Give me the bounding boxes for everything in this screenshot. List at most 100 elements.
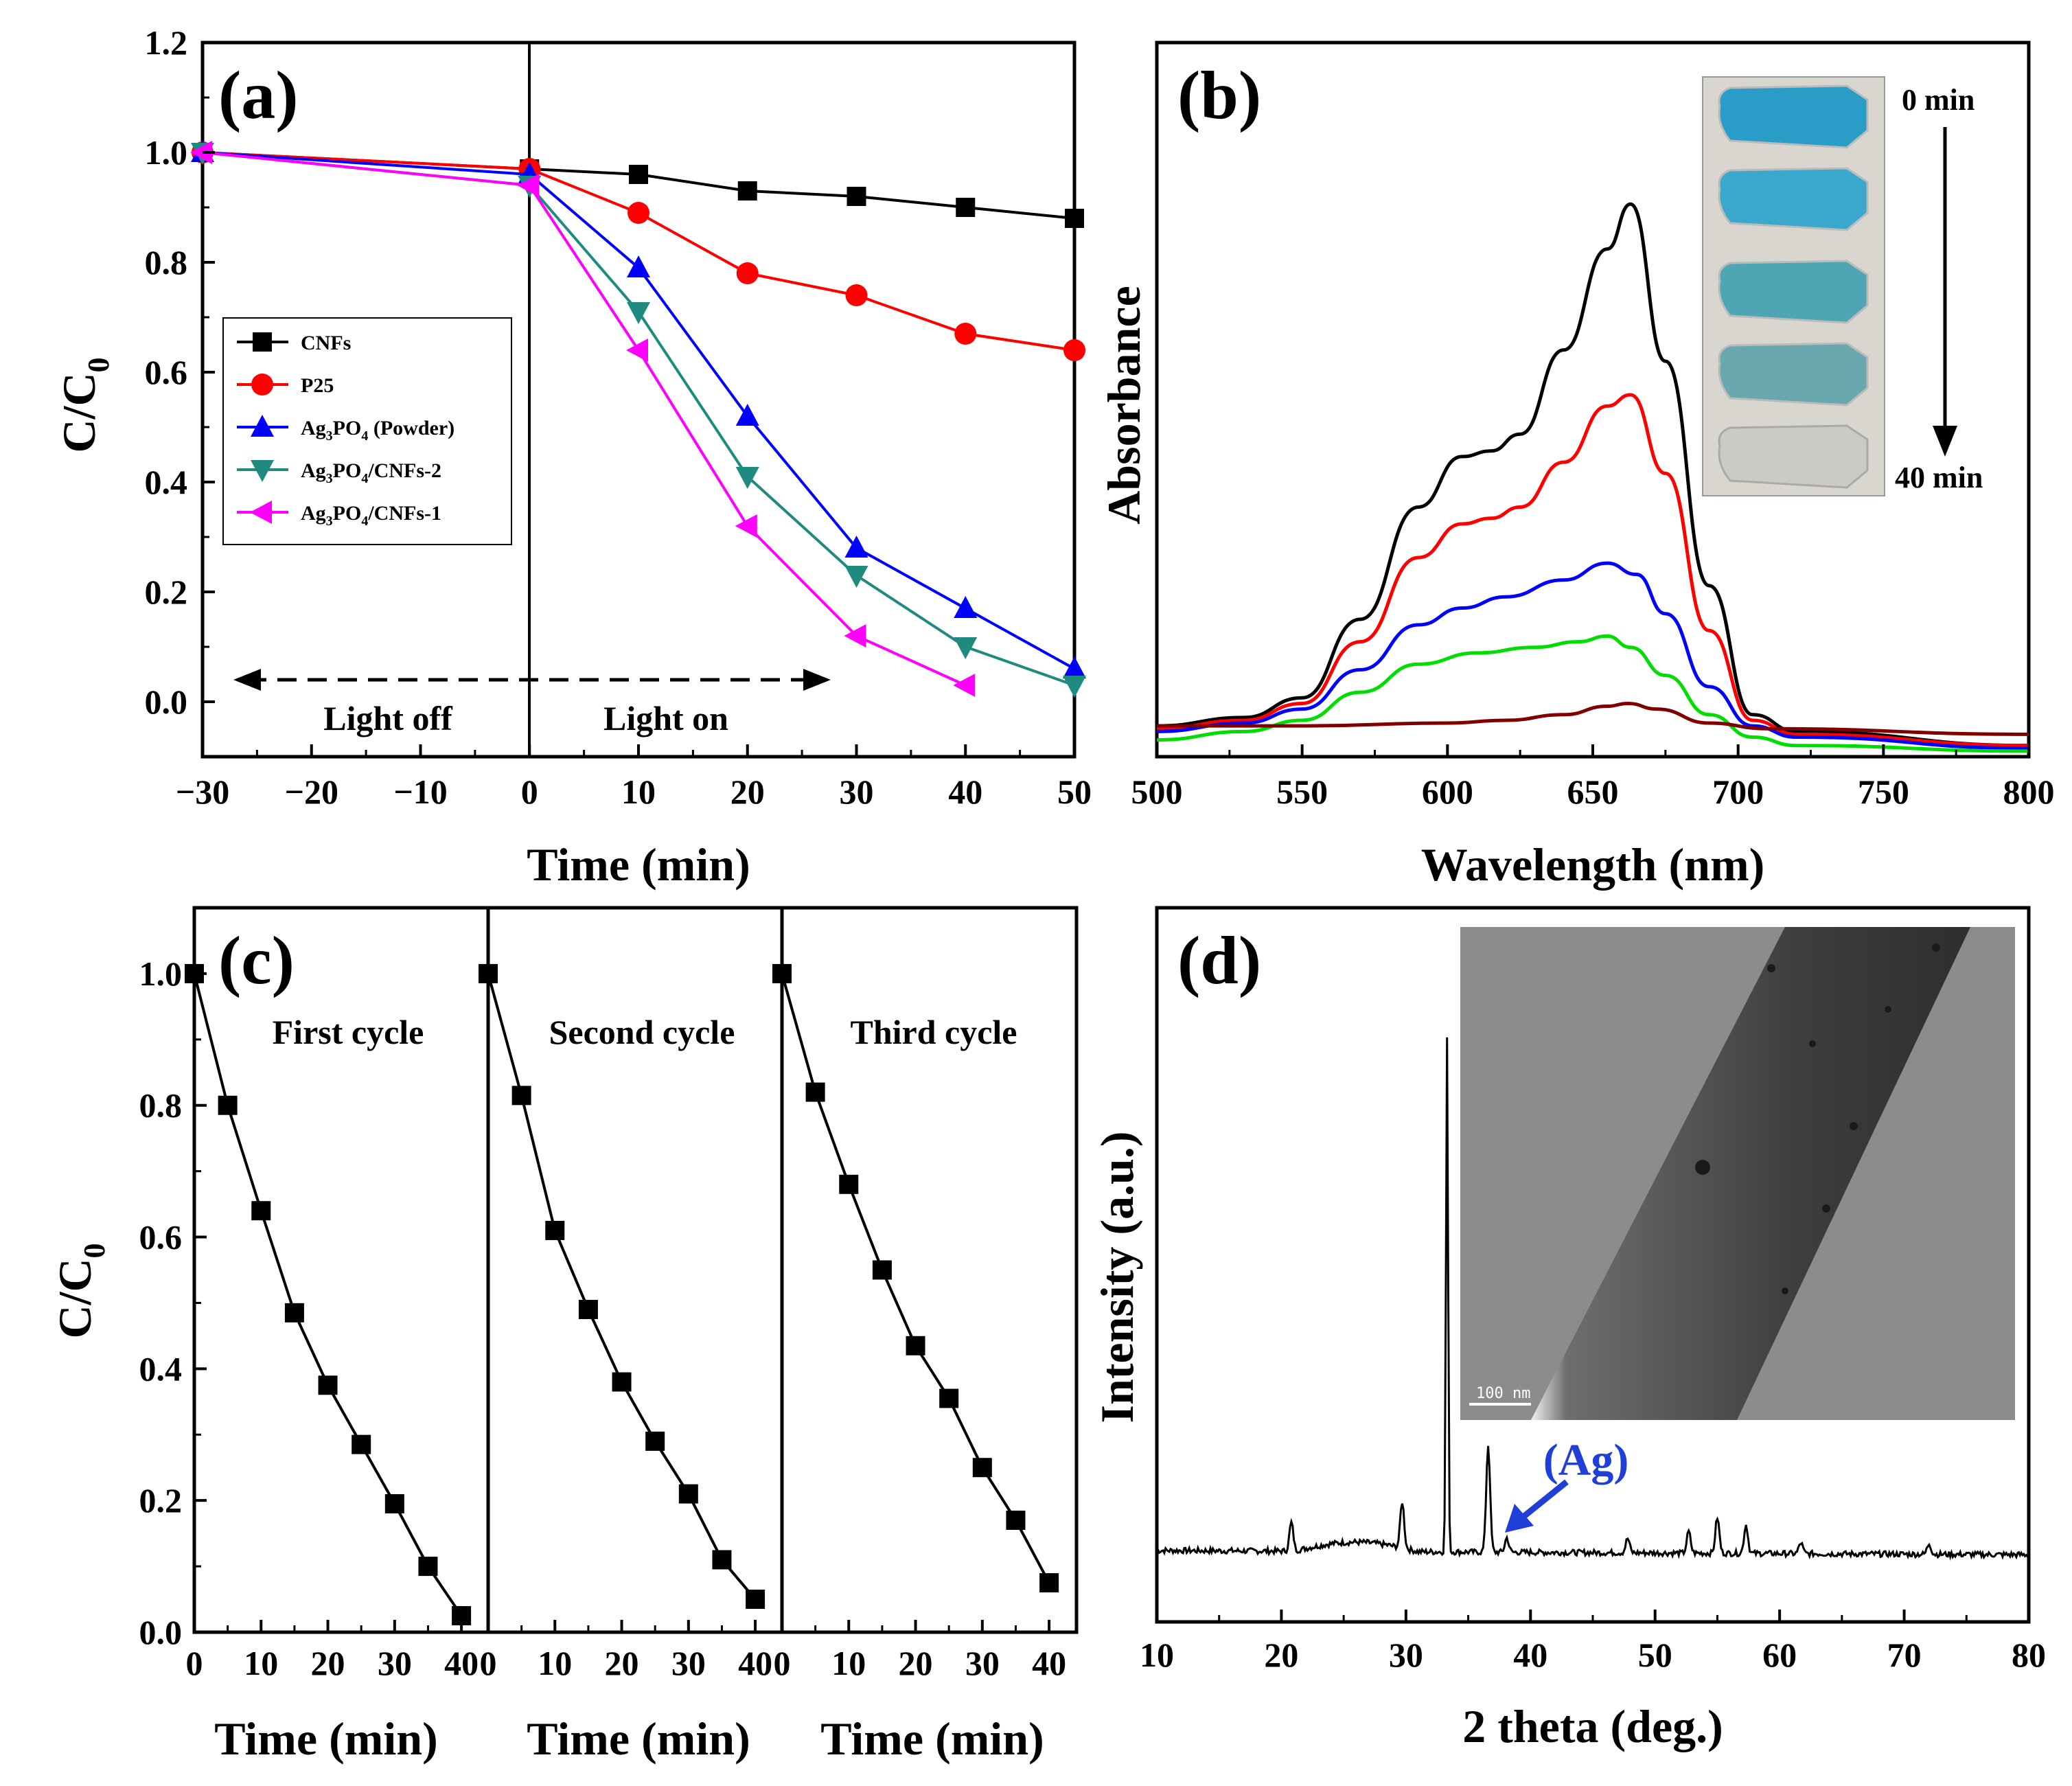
- a-data-point: [1063, 656, 1086, 678]
- c-ytick-label: 0.2: [139, 1481, 183, 1520]
- a-data-point: [844, 566, 868, 588]
- d-xtick-label: 40: [1513, 1636, 1547, 1674]
- a-xtick-label: −10: [393, 772, 448, 811]
- b-xtick-label: 500: [1131, 772, 1183, 811]
- c-ytick-label: 1.0: [139, 954, 183, 993]
- a-data-point: [627, 302, 650, 324]
- b-xtick-label: 600: [1422, 772, 1473, 811]
- b-xtick-label: 750: [1858, 772, 1909, 811]
- a-data-point: [954, 637, 978, 659]
- c-data-point: [939, 1388, 959, 1408]
- c-cycle-line: [193, 973, 463, 1617]
- a-data-point: [953, 674, 976, 697]
- cycle-1-label: First cycle: [273, 1013, 424, 1051]
- c-data-point: [218, 1095, 238, 1115]
- panel-b-frame: [1155, 41, 2031, 759]
- light-on-label: Light on: [603, 699, 728, 737]
- vial-1: [1718, 167, 1869, 231]
- a-xtick-label: 20: [730, 772, 765, 811]
- a-ytick-label: 1.0: [145, 133, 188, 172]
- ag-arrow: [1505, 1479, 1569, 1533]
- c-data-point: [384, 1493, 404, 1513]
- a-data-point: [627, 255, 650, 277]
- cycle-1-xlabel: Time (min): [214, 1713, 438, 1765]
- a-ytick-label: 0.6: [145, 353, 188, 391]
- panel-c-frame: [192, 906, 1079, 1634]
- cycle-3-label: Third cycle: [850, 1013, 1017, 1051]
- legend-marker: [251, 374, 273, 396]
- scale-bar-label: 100 nm: [1476, 1385, 1530, 1402]
- c-xtick-label: 20: [311, 1644, 345, 1682]
- b-xtick-label: 800: [2003, 772, 2055, 811]
- c-data-point: [972, 1458, 992, 1478]
- legend-label: Ag3PO4/CNFs-1: [301, 502, 441, 529]
- panel-b-xlabel: Wavelength (nm): [1421, 838, 1765, 891]
- b-xtick-label: 650: [1567, 772, 1619, 811]
- legend-marker: [253, 332, 272, 352]
- panel-d-xlabel: 2 theta (deg.): [1462, 1700, 1723, 1752]
- a-ytick-label: 0.0: [145, 683, 188, 721]
- c-data-point: [418, 1557, 438, 1577]
- panel-b-chart: (b) 500 550 600 650 700 750 800 0 min 40 min W…: [1098, 41, 2055, 891]
- a-series-line: [202, 151, 967, 687]
- legend-marker: [251, 460, 274, 482]
- c-data-point: [772, 963, 792, 983]
- a-data-point: [736, 262, 759, 284]
- b-spectrum-line: [1156, 701, 2029, 736]
- cycle-2-xlabel: Time (min): [527, 1713, 750, 1765]
- a-data-point: [845, 284, 868, 306]
- vial-2: [1718, 260, 1869, 324]
- legend-marker: [250, 501, 272, 524]
- a-data-point: [844, 624, 866, 648]
- panel-c-label: (c): [218, 922, 295, 998]
- c-ytick-label: 0.4: [139, 1349, 183, 1388]
- d-xtick-label: 30: [1389, 1636, 1423, 1674]
- ag-particles: [1695, 943, 1940, 1294]
- c-data-point: [805, 1082, 825, 1102]
- legend-label: Ag3PO4 (Powder): [301, 417, 454, 444]
- d-xtick-label: 80: [2012, 1636, 2046, 1674]
- c-data-point: [906, 1336, 925, 1355]
- c-xtick-label: 40: [738, 1644, 772, 1682]
- d-xtick-label: 50: [1638, 1636, 1672, 1674]
- nanofiber: [1531, 927, 1970, 1420]
- c-data-point: [251, 1201, 271, 1221]
- panel-b-label: (b): [1177, 57, 1261, 133]
- tem-image-inset: 100 nm: [1460, 927, 2015, 1420]
- d-xtick-label: 70: [1887, 1636, 1922, 1674]
- c-xtick-label: 20: [899, 1644, 933, 1682]
- c-xtick-label: 10: [244, 1644, 278, 1682]
- a-data-point: [956, 198, 976, 217]
- cycle-3-xlabel: Time (min): [820, 1713, 1044, 1765]
- c-data-point: [678, 1484, 698, 1504]
- light-arrow: [233, 669, 831, 691]
- b-spectrum-line: [1156, 634, 2029, 753]
- c-data-point: [872, 1260, 892, 1280]
- a-data-point: [190, 141, 212, 164]
- time-arrow: [1933, 127, 1957, 457]
- c-data-point: [1006, 1510, 1026, 1530]
- a-data-point: [954, 323, 977, 345]
- a-data-point: [847, 187, 866, 206]
- panel-a-label: (a): [218, 57, 299, 133]
- legend-label: Ag3PO4/CNFs-2: [301, 459, 441, 486]
- light-off-label: Light off: [323, 699, 453, 737]
- a-ytick-label: 0.4: [145, 463, 188, 501]
- vial-4: [1718, 424, 1869, 489]
- c-xtick-label: 10: [831, 1644, 866, 1682]
- c-xtick-label: 40: [444, 1644, 479, 1682]
- vial-photo-inset: [1702, 76, 1885, 496]
- panel-d-label: (d): [1177, 922, 1261, 998]
- c-xtick-label: 0: [186, 1644, 203, 1682]
- a-data-point: [737, 181, 757, 201]
- c-ytick-label: 0.6: [139, 1218, 183, 1257]
- c-data-point: [712, 1550, 732, 1570]
- d-xtick-label: 10: [1140, 1636, 1174, 1674]
- legend-label: P25: [301, 374, 334, 397]
- c-xtick-label: 20: [605, 1644, 639, 1682]
- c-data-point: [839, 1174, 859, 1194]
- a-xtick-label: −20: [285, 772, 339, 811]
- a-data-point: [735, 404, 759, 426]
- b-spectrum-line: [1156, 393, 2029, 748]
- panel-d-ylabel: Intensity (a.u.): [1091, 1131, 1143, 1423]
